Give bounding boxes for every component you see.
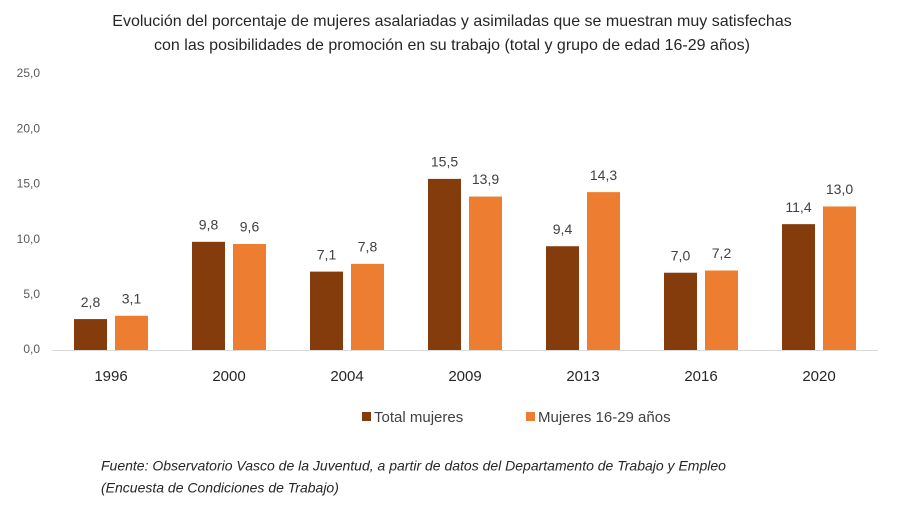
y-tick-label: 25,0 [17,66,41,80]
value-label: 11,4 [785,199,811,215]
x-tick-label: 2009 [448,368,481,385]
value-label: 14,3 [590,167,617,183]
bar [351,263,384,350]
legend-label: Mujeres 16-29 años [538,409,671,426]
bar [310,271,343,350]
y-tick-label: 0,0 [23,342,40,356]
bar [428,178,461,350]
bar [664,272,697,350]
bar [74,319,107,350]
value-label: 15,5 [431,154,458,170]
value-label: 13,0 [826,181,853,197]
bar [823,206,856,350]
legend-swatch [362,412,371,421]
value-label: 3,1 [122,290,142,306]
source: (Encuesta de Condiciones de Trabajo) [101,480,339,496]
y-tick-label: 20,0 [17,121,41,135]
chart-title: Evolución del porcentaje de mujeres asal… [112,13,791,30]
legend-swatch [526,412,535,421]
bar [546,246,579,350]
bar [705,270,738,350]
y-tick-label: 10,0 [17,232,41,246]
x-tick-label: 2020 [802,368,835,385]
value-label: 7,8 [358,239,378,255]
x-tick-label: 2004 [330,368,363,385]
value-label: 9,6 [240,219,260,235]
value-label: 7,0 [671,247,691,263]
y-tick-label: 15,0 [17,177,41,191]
x-tick-label: 2016 [684,368,717,385]
value-label: 2,8 [81,294,101,310]
bar [469,196,502,350]
bar [587,192,620,350]
bar [192,241,225,350]
value-label: 9,4 [553,221,573,237]
chart-title: con las posibilidades de promoción en su… [154,37,750,54]
source: Fuente: Observatorio Vasco de la Juventu… [101,458,726,474]
x-tick-label: 1996 [94,368,127,385]
bar [115,315,148,350]
x-tick-label: 2000 [212,368,245,385]
bar [233,244,266,350]
value-label: 7,1 [317,246,337,262]
bar [782,224,815,350]
x-tick-label: 2013 [566,368,599,385]
value-label: 13,9 [472,171,499,187]
value-label: 9,8 [199,217,219,233]
legend-label: Total mujeres [374,409,463,426]
y-tick-label: 5,0 [23,287,40,301]
value-label: 7,2 [712,245,732,261]
